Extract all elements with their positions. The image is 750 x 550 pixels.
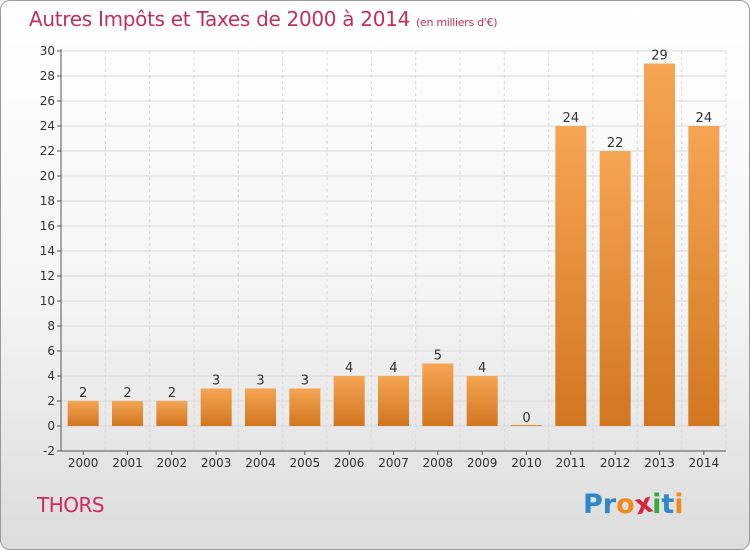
y-tick-label: 4	[47, 369, 55, 383]
x-tick-label-2012: 2012	[600, 456, 631, 470]
bar-2008	[422, 363, 454, 426]
data-label-2010: 0	[522, 411, 530, 426]
y-tick-label: 28	[40, 69, 55, 83]
y-tick-label: 18	[40, 194, 55, 208]
y-tick-label: 14	[40, 244, 55, 258]
logo-letter: i	[652, 489, 662, 520]
y-tick-label: -2	[43, 444, 55, 458]
unit-note: (en milliers d'€)	[416, 16, 498, 29]
data-label-2002: 2	[168, 386, 176, 401]
data-label-2013: 29	[651, 49, 668, 64]
data-label-2003: 3	[212, 374, 220, 389]
x-tick-label-2009: 2009	[467, 456, 498, 470]
data-label-2012: 22	[607, 136, 624, 151]
chart-title-text: Autres Impôts et Taxes de 2000 à 2014	[29, 7, 410, 31]
data-label-2014: 24	[696, 111, 713, 126]
logo-letter: r	[602, 489, 617, 520]
x-tick-label-2013: 2013	[644, 456, 675, 470]
bar-2000	[67, 401, 99, 426]
data-label-2011: 24	[563, 111, 580, 126]
bar-2013	[644, 63, 675, 426]
bar-2007	[378, 376, 409, 426]
x-tick-label-2008: 2008	[423, 456, 454, 470]
x-tick-label-2010: 2010	[511, 456, 542, 470]
bar-2009	[466, 376, 498, 426]
bar-2012	[599, 151, 631, 426]
y-tick-label: 6	[47, 344, 55, 358]
y-tick-label: 26	[40, 94, 55, 108]
logo-letter: P	[583, 489, 603, 520]
x-tick-label-2005: 2005	[290, 456, 321, 470]
data-label-2005: 3	[301, 374, 309, 389]
data-label-2008: 5	[434, 349, 442, 364]
bar-2006	[333, 376, 365, 426]
y-tick-label: 2	[47, 394, 55, 408]
data-label-2000: 2	[79, 386, 87, 401]
data-label-2001: 2	[123, 386, 131, 401]
y-tick-label: 12	[40, 269, 55, 283]
bar-2005	[289, 388, 321, 426]
y-tick-label: 16	[40, 219, 55, 233]
bar-2014	[688, 126, 720, 426]
logo-letter: t	[661, 489, 675, 520]
y-tick-label: 30	[40, 44, 55, 58]
x-tick-label-2014: 2014	[689, 456, 720, 470]
data-label-2009: 4	[478, 361, 486, 376]
logo-letter: o	[616, 489, 635, 520]
x-tick-label-2000: 2000	[68, 456, 99, 470]
x-tick-label-2002: 2002	[157, 456, 188, 470]
x-tick-labels: 2000 2001 2002 2003 2004 2005 2006 2007 2008 2009…	[68, 456, 719, 470]
y-tick-label: 22	[40, 144, 55, 158]
chart-title: Autres Impôts et Taxes de 2000 à 2014 (en…	[29, 7, 497, 31]
logo-letter: i	[674, 489, 684, 520]
y-tick-label: 8	[47, 319, 55, 333]
proxiti-logo[interactable]: Proxiti	[583, 488, 684, 522]
bar-2003	[200, 388, 232, 426]
bar-2004	[245, 388, 276, 426]
x-tick-label-2006: 2006	[334, 456, 365, 470]
x-tick-label-2001: 2001	[112, 456, 143, 470]
x-tick-label-2011: 2011	[556, 456, 587, 470]
bars	[67, 63, 720, 426]
commune-name: THORS	[37, 493, 105, 517]
bar-2011	[555, 126, 587, 426]
y-tick-label: 24	[40, 119, 55, 133]
x-tick-label-2007: 2007	[378, 456, 409, 470]
data-label-2006: 4	[345, 361, 353, 376]
data-label-2007: 4	[389, 361, 397, 376]
bar-2010	[511, 425, 542, 426]
bar-2001	[112, 401, 143, 426]
x-tick-label-2003: 2003	[201, 456, 232, 470]
data-label-2004: 3	[256, 374, 264, 389]
y-tick-label: 20	[40, 169, 55, 183]
y-tick-label: 0	[47, 419, 55, 433]
x-tick-label-2004: 2004	[245, 456, 276, 470]
y-tick-label: 10	[40, 294, 55, 308]
bar-2002	[156, 401, 188, 426]
axes	[57, 49, 726, 455]
